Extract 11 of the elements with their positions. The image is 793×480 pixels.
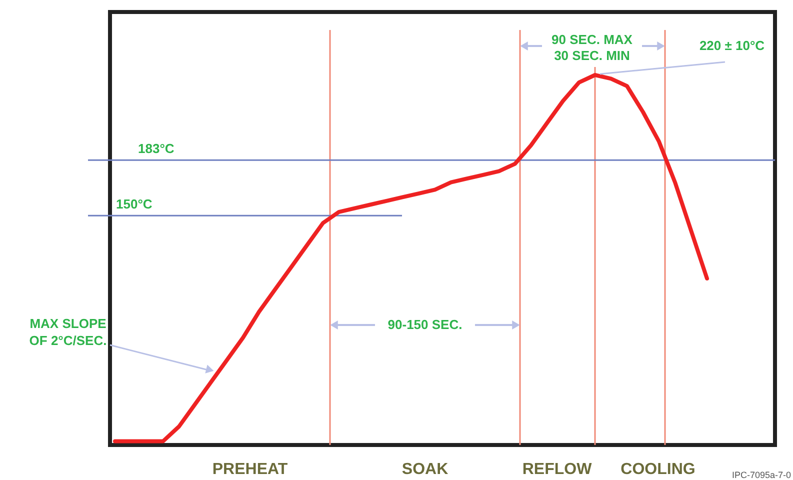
text: MAX SLOPE OF 2°C/SEC. — [29, 316, 107, 348]
ref-line-label: 150°C — [116, 196, 153, 212]
text: SOAK — [402, 461, 449, 478]
annotation: 90-150 SEC. — [388, 317, 462, 332]
text: COOLING — [620, 461, 696, 478]
text: 90 SEC. MAX 30 SEC. MIN — [552, 32, 633, 63]
text: PREHEAT — [212, 461, 288, 478]
text: 220 ± 10°C — [699, 38, 766, 53]
text: REFLOW — [522, 461, 593, 478]
text: IPC-7095a-7-0 — [732, 470, 792, 480]
ref-line-label: 183°C — [138, 141, 175, 156]
